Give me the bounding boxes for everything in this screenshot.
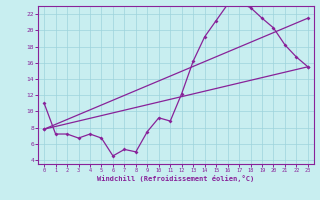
X-axis label: Windchill (Refroidissement éolien,°C): Windchill (Refroidissement éolien,°C) — [97, 175, 255, 182]
